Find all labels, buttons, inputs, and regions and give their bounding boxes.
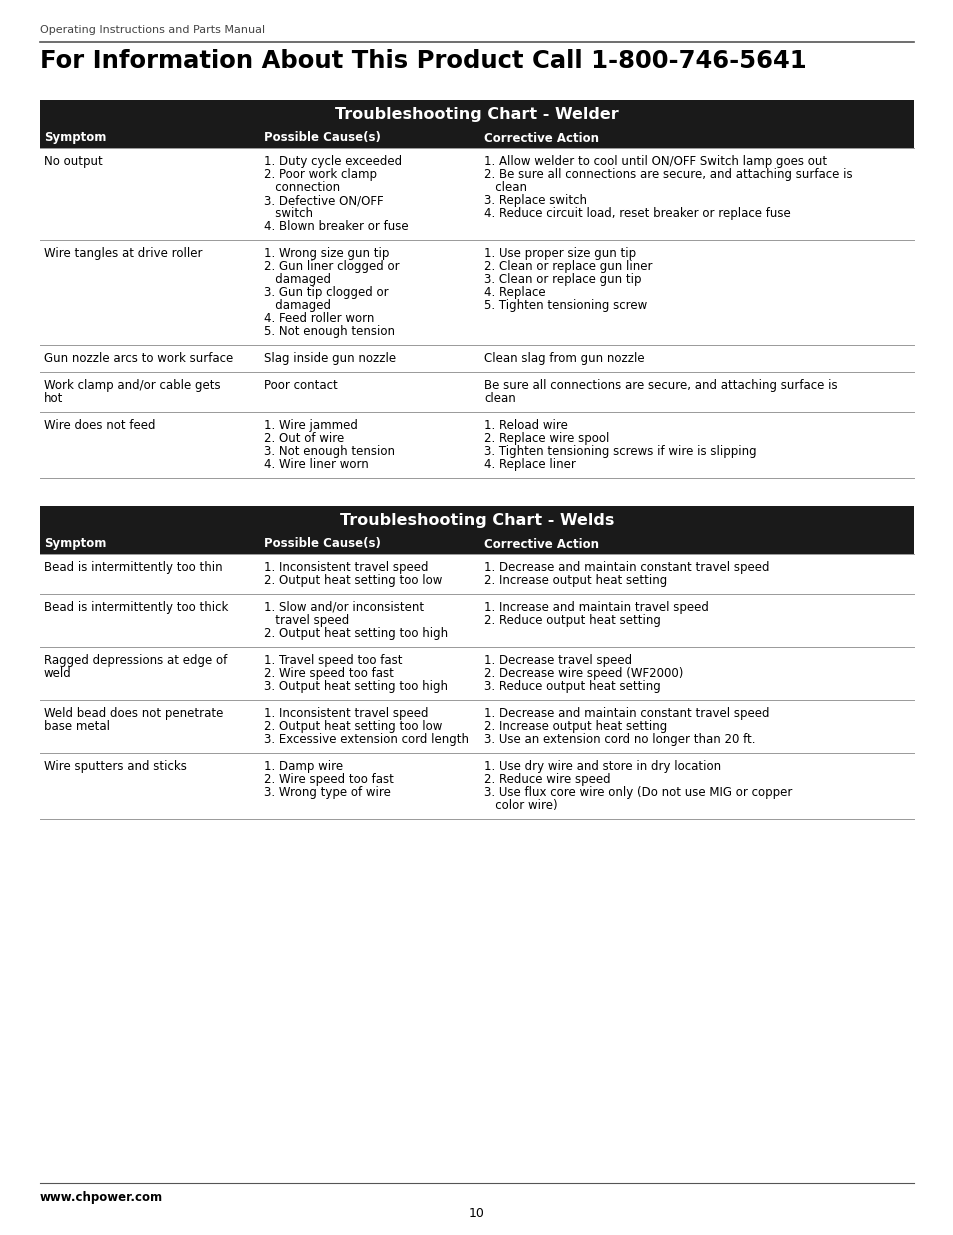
- Text: damaged: damaged: [264, 299, 331, 312]
- Text: 3. Excessive extension cord length: 3. Excessive extension cord length: [264, 734, 469, 746]
- Text: 3. Reduce output heat setting: 3. Reduce output heat setting: [483, 680, 660, 693]
- Text: 2. Be sure all connections are secure, and attaching surface is: 2. Be sure all connections are secure, a…: [483, 168, 852, 182]
- Text: Bead is intermittently too thick: Bead is intermittently too thick: [44, 601, 228, 614]
- Text: 2. Output heat setting too low: 2. Output heat setting too low: [264, 720, 442, 734]
- Text: 3. Wrong type of wire: 3. Wrong type of wire: [264, 785, 391, 799]
- Text: 1. Decrease travel speed: 1. Decrease travel speed: [483, 655, 632, 667]
- Text: 1. Inconsistent travel speed: 1. Inconsistent travel speed: [264, 706, 428, 720]
- Text: 2. Output heat setting too high: 2. Output heat setting too high: [264, 627, 448, 640]
- Text: 2. Increase output heat setting: 2. Increase output heat setting: [483, 720, 666, 734]
- Text: Wire tangles at drive roller: Wire tangles at drive roller: [44, 247, 202, 261]
- Text: 2. Output heat setting too low: 2. Output heat setting too low: [264, 574, 442, 587]
- Text: 1. Slow and/or inconsistent: 1. Slow and/or inconsistent: [264, 601, 424, 614]
- Text: 3. Not enough tension: 3. Not enough tension: [264, 445, 395, 458]
- Text: Weld bead does not penetrate: Weld bead does not penetrate: [44, 706, 223, 720]
- Text: Troubleshooting Chart - Welds: Troubleshooting Chart - Welds: [339, 513, 614, 527]
- Text: Poor contact: Poor contact: [264, 379, 337, 391]
- Text: 1. Increase and maintain travel speed: 1. Increase and maintain travel speed: [483, 601, 708, 614]
- Text: 1. Decrease and maintain constant travel speed: 1. Decrease and maintain constant travel…: [483, 706, 769, 720]
- Text: 1. Wire jammed: 1. Wire jammed: [264, 419, 357, 432]
- Text: 2. Reduce output heat setting: 2. Reduce output heat setting: [483, 614, 660, 627]
- Text: Operating Instructions and Parts Manual: Operating Instructions and Parts Manual: [40, 25, 265, 35]
- Text: clean: clean: [483, 391, 516, 405]
- Text: 3. Defective ON/OFF: 3. Defective ON/OFF: [264, 194, 383, 207]
- Text: 2. Reduce wire speed: 2. Reduce wire speed: [483, 773, 610, 785]
- Text: Be sure all connections are secure, and attaching surface is: Be sure all connections are secure, and …: [483, 379, 837, 391]
- Text: 3. Use flux core wire only (Do not use MIG or copper: 3. Use flux core wire only (Do not use M…: [483, 785, 792, 799]
- Bar: [40, 100, 913, 128]
- Text: Clean slag from gun nozzle: Clean slag from gun nozzle: [483, 352, 644, 366]
- Text: 5. Tighten tensioning screw: 5. Tighten tensioning screw: [483, 299, 646, 312]
- Text: 2. Wire speed too fast: 2. Wire speed too fast: [264, 773, 394, 785]
- Text: connection: connection: [264, 182, 340, 194]
- Text: Symptom: Symptom: [44, 131, 107, 144]
- Text: color wire): color wire): [483, 799, 558, 811]
- Text: www.chpower.com: www.chpower.com: [40, 1191, 163, 1204]
- Text: 3. Tighten tensioning screws if wire is slipping: 3. Tighten tensioning screws if wire is …: [483, 445, 756, 458]
- Text: damaged: damaged: [264, 273, 331, 287]
- Text: 1. Allow welder to cool until ON/OFF Switch lamp goes out: 1. Allow welder to cool until ON/OFF Swi…: [483, 156, 826, 168]
- Text: Possible Cause(s): Possible Cause(s): [264, 131, 380, 144]
- Text: Symptom: Symptom: [44, 537, 107, 551]
- Text: Gun nozzle arcs to work surface: Gun nozzle arcs to work surface: [44, 352, 233, 366]
- Text: travel speed: travel speed: [264, 614, 349, 627]
- Bar: [40, 128, 913, 148]
- Text: Corrective Action: Corrective Action: [483, 537, 598, 551]
- Text: 1. Inconsistent travel speed: 1. Inconsistent travel speed: [264, 561, 428, 574]
- Bar: [40, 534, 913, 555]
- Text: 1. Duty cycle exceeded: 1. Duty cycle exceeded: [264, 156, 402, 168]
- Text: switch: switch: [264, 207, 313, 220]
- Text: 2. Clean or replace gun liner: 2. Clean or replace gun liner: [483, 261, 652, 273]
- Text: clean: clean: [483, 182, 526, 194]
- Text: Ragged depressions at edge of: Ragged depressions at edge of: [44, 655, 227, 667]
- Text: 3. Replace switch: 3. Replace switch: [483, 194, 586, 207]
- Text: Troubleshooting Chart - Welder: Troubleshooting Chart - Welder: [335, 106, 618, 121]
- Text: Possible Cause(s): Possible Cause(s): [264, 537, 380, 551]
- Text: 4. Blown breaker or fuse: 4. Blown breaker or fuse: [264, 220, 408, 233]
- Text: 1. Damp wire: 1. Damp wire: [264, 760, 343, 773]
- Text: 3. Gun tip clogged or: 3. Gun tip clogged or: [264, 287, 388, 299]
- Text: 1. Use proper size gun tip: 1. Use proper size gun tip: [483, 247, 636, 261]
- Text: No output: No output: [44, 156, 103, 168]
- Bar: [40, 506, 913, 534]
- Text: 4. Reduce circuit load, reset breaker or replace fuse: 4. Reduce circuit load, reset breaker or…: [483, 207, 790, 220]
- Text: weld: weld: [44, 667, 71, 680]
- Text: 1. Reload wire: 1. Reload wire: [483, 419, 567, 432]
- Text: hot: hot: [44, 391, 63, 405]
- Text: 2. Poor work clamp: 2. Poor work clamp: [264, 168, 376, 182]
- Text: Slag inside gun nozzle: Slag inside gun nozzle: [264, 352, 395, 366]
- Text: Work clamp and/or cable gets: Work clamp and/or cable gets: [44, 379, 220, 391]
- Text: 3. Use an extension cord no longer than 20 ft.: 3. Use an extension cord no longer than …: [483, 734, 755, 746]
- Text: 2. Increase output heat setting: 2. Increase output heat setting: [483, 574, 666, 587]
- Text: 4. Wire liner worn: 4. Wire liner worn: [264, 458, 369, 471]
- Text: 10: 10: [469, 1207, 484, 1220]
- Text: 2. Wire speed too fast: 2. Wire speed too fast: [264, 667, 394, 680]
- Text: 2. Out of wire: 2. Out of wire: [264, 432, 344, 445]
- Text: For Information About This Product Call 1-800-746-5641: For Information About This Product Call …: [40, 49, 806, 73]
- Text: 2. Decrease wire speed (WF2000): 2. Decrease wire speed (WF2000): [483, 667, 682, 680]
- Text: 3. Output heat setting too high: 3. Output heat setting too high: [264, 680, 448, 693]
- Text: 3. Clean or replace gun tip: 3. Clean or replace gun tip: [483, 273, 640, 287]
- Text: base metal: base metal: [44, 720, 110, 734]
- Text: Wire does not feed: Wire does not feed: [44, 419, 155, 432]
- Text: 4. Replace: 4. Replace: [483, 287, 545, 299]
- Text: 4. Feed roller worn: 4. Feed roller worn: [264, 312, 374, 325]
- Text: 1. Decrease and maintain constant travel speed: 1. Decrease and maintain constant travel…: [483, 561, 769, 574]
- Text: Wire sputters and sticks: Wire sputters and sticks: [44, 760, 187, 773]
- Text: 2. Replace wire spool: 2. Replace wire spool: [483, 432, 609, 445]
- Text: 2. Gun liner clogged or: 2. Gun liner clogged or: [264, 261, 399, 273]
- Text: 1. Wrong size gun tip: 1. Wrong size gun tip: [264, 247, 389, 261]
- Text: Corrective Action: Corrective Action: [483, 131, 598, 144]
- Text: 1. Use dry wire and store in dry location: 1. Use dry wire and store in dry locatio…: [483, 760, 720, 773]
- Text: 1. Travel speed too fast: 1. Travel speed too fast: [264, 655, 402, 667]
- Text: 4. Replace liner: 4. Replace liner: [483, 458, 576, 471]
- Text: 5. Not enough tension: 5. Not enough tension: [264, 325, 395, 338]
- Text: Bead is intermittently too thin: Bead is intermittently too thin: [44, 561, 222, 574]
